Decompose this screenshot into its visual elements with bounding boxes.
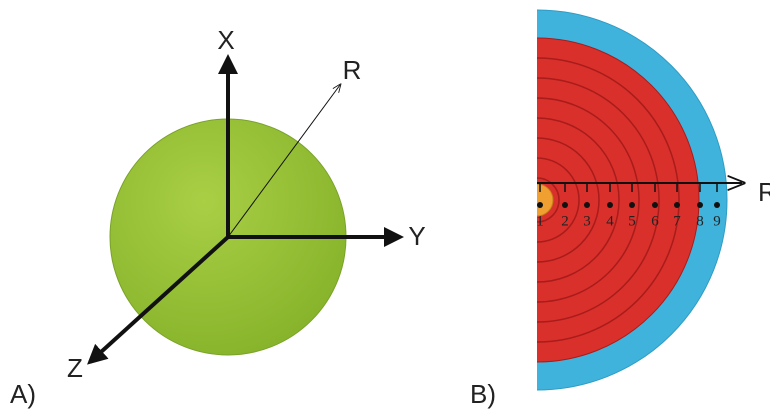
dot — [652, 202, 658, 208]
rings — [375, 38, 699, 362]
shell-number: 4 — [606, 213, 614, 229]
shells — [347, 10, 727, 390]
page: {"panel_a": {"label": "A)", "axes": {"x"… — [0, 0, 770, 412]
dot — [584, 202, 590, 208]
r-label: R — [343, 55, 362, 85]
shell-number: 2 — [561, 213, 569, 229]
dot — [607, 202, 613, 208]
z-label: Z — [67, 353, 83, 383]
y-label: Y — [408, 221, 425, 251]
panel-label: B) — [470, 379, 496, 409]
shell-number: 8 — [696, 213, 704, 229]
dot — [714, 202, 720, 208]
shell-number: 6 — [651, 213, 659, 229]
r-label-b: R — [758, 177, 770, 207]
shell-number: 5 — [628, 213, 636, 229]
dot — [562, 202, 568, 208]
panel-label: A) — [10, 379, 36, 409]
dot — [629, 202, 635, 208]
shell-number: 3 — [583, 213, 591, 229]
x-label: X — [217, 25, 234, 55]
dot — [674, 202, 680, 208]
dot — [697, 202, 703, 208]
shell-number: 9 — [713, 213, 721, 229]
diagram: X Y Z R A) 1 23456789 R B) — [0, 0, 770, 412]
core — [521, 184, 553, 216]
dot — [537, 202, 543, 208]
shell-number: 7 — [673, 213, 681, 229]
shell-number: 1 — [536, 213, 544, 229]
